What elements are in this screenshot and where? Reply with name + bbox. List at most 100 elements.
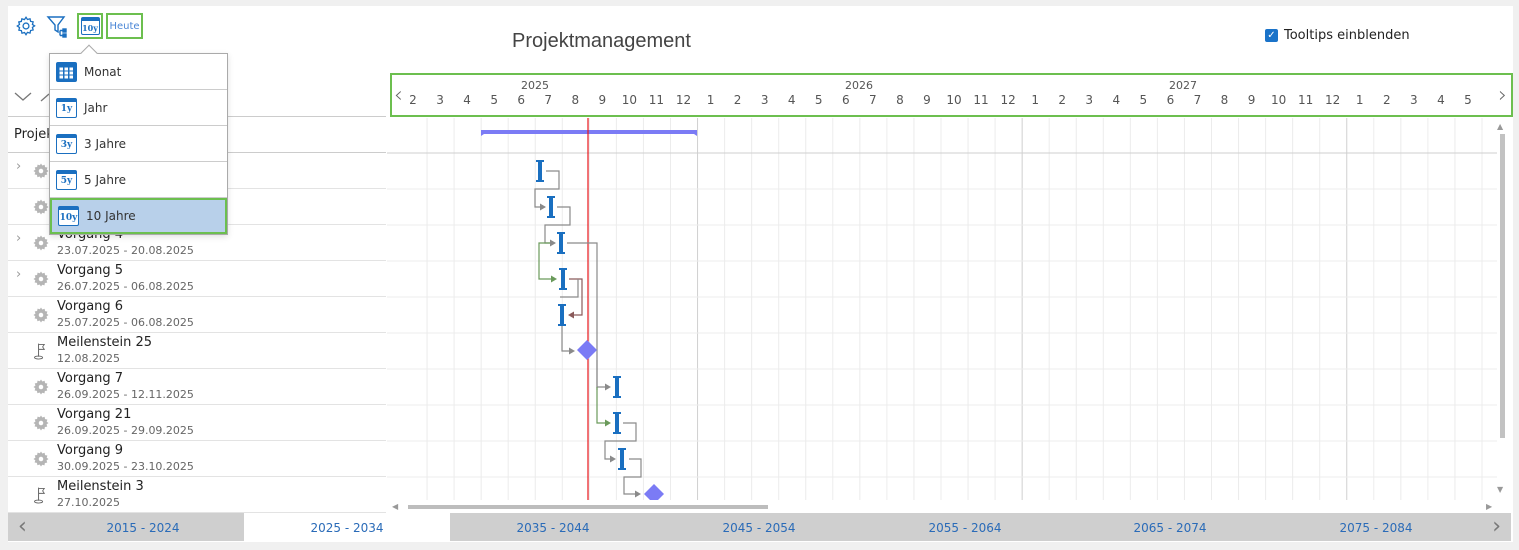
month-label: 10: [621, 93, 638, 107]
zoom-option-10-jahre[interactable]: 10y 10 Jahre: [50, 198, 227, 234]
scroll-left-button[interactable]: ◀: [392, 502, 399, 511]
zoom-option-jahr[interactable]: 1y Jahr: [50, 90, 227, 126]
scroll-up-button[interactable]: ▲: [1497, 122, 1504, 131]
month-label: 6: [1166, 93, 1175, 107]
decade-range-link[interactable]: 2075 - 2084: [1339, 521, 1413, 535]
month-label: 11: [648, 93, 665, 107]
month-label: 9: [598, 93, 607, 107]
decade-range-link[interactable]: 2015 - 2024: [106, 521, 180, 535]
settings-button[interactable]: [14, 14, 38, 38]
month-label: 12: [1325, 93, 1341, 107]
tooltips-label: Tooltips einblenden: [1284, 28, 1410, 43]
month-label: 8: [896, 93, 904, 107]
task-row[interactable]: Vorgang 21 26.09.2025 - 29.09.2025: [8, 405, 386, 441]
column-header-project: Projekt: [14, 127, 59, 142]
task-gear-icon: [33, 307, 49, 323]
calendar-month-icon: [56, 61, 77, 82]
timeline-next-button[interactable]: ›: [1498, 83, 1507, 108]
current-decade-highlight: [244, 513, 450, 541]
task-name: Vorgang 7: [57, 371, 124, 386]
month-label: 1: [1355, 93, 1364, 107]
gear-icon: [16, 16, 36, 36]
month-label: 3: [436, 93, 444, 107]
month-label: 10: [1270, 93, 1287, 107]
task-gear-icon: [33, 271, 49, 287]
month-label: 7: [869, 93, 877, 107]
zoom-option-label: Jahr: [84, 100, 108, 115]
task-row[interactable]: › Vorgang 5 26.07.2025 - 06.08.2025: [8, 261, 386, 297]
task-row[interactable]: Vorgang 9 30.09.2025 - 23.10.2025: [8, 441, 386, 477]
vertical-scrollbar-thumb[interactable]: [1500, 134, 1505, 438]
calendar-10y-icon: 10y: [80, 17, 100, 35]
task-name: Vorgang 5: [57, 263, 124, 278]
month-label: 7: [544, 93, 553, 107]
decade-next-button[interactable]: ›: [1492, 514, 1501, 539]
zoom-option-3-jahre[interactable]: 3y 3 Jahre: [50, 126, 227, 162]
chevron-up-icon: [40, 93, 50, 102]
task-row[interactable]: Meilenstein 3 27.10.2025: [8, 477, 386, 513]
task-name: Meilenstein 3: [57, 479, 144, 494]
decade-range-link[interactable]: 2035 - 2044: [516, 521, 590, 535]
task-gear-icon: [33, 415, 49, 431]
milestone-flag-icon: [34, 487, 46, 504]
task-name: Vorgang 21: [57, 407, 132, 422]
month-label: 4: [787, 93, 796, 107]
decade-prev-button[interactable]: ‹: [18, 514, 27, 539]
month-label: 11: [1298, 93, 1314, 107]
month-label: 4: [1112, 93, 1121, 107]
year-label: 2027: [1169, 79, 1197, 92]
zoom-option-label: 5 Jahre: [84, 172, 126, 187]
task-dates: 12.08.2025: [57, 352, 120, 365]
decade-range-link[interactable]: 2055 - 2064: [928, 521, 1002, 535]
zoom-level-button[interactable]: 10y: [77, 13, 103, 39]
zoom-level-label: 10y: [82, 22, 98, 33]
month-label: 3: [1085, 93, 1094, 107]
calendar-5y-icon: 5y: [56, 169, 77, 190]
collapse-all-button[interactable]: [14, 88, 32, 107]
month-label: 11: [973, 93, 989, 107]
horizontal-scrollbar-thumb[interactable]: [408, 505, 768, 509]
month-label: 8: [571, 93, 580, 107]
month-label: 5: [490, 93, 498, 107]
gantt-canvas: [387, 118, 1497, 500]
calendar-badge: 1y: [60, 104, 73, 114]
expand-chevron-icon[interactable]: ›: [16, 231, 22, 246]
tooltips-toggle[interactable]: ✓ Tooltips einblenden: [1265, 28, 1410, 43]
calendar-1y-icon: 1y: [56, 97, 77, 118]
month-label: 5: [814, 93, 823, 107]
today-button[interactable]: Heute: [106, 13, 143, 39]
calendar-badge: 5y: [60, 176, 73, 186]
decade-range-link[interactable]: 2065 - 2074: [1133, 521, 1207, 535]
month-label: 9: [1247, 93, 1256, 107]
month-label: 7: [1193, 93, 1202, 107]
timeline-prev-button[interactable]: ‹: [394, 83, 403, 108]
zoom-option-monat[interactable]: Monat: [50, 54, 227, 90]
month-label: 6: [841, 93, 850, 107]
scroll-down-button[interactable]: ▼: [1497, 485, 1504, 494]
task-row[interactable]: Vorgang 7 26.09.2025 - 12.11.2025: [8, 369, 386, 405]
filter-button[interactable]: [46, 14, 70, 38]
decade-range-link[interactable]: 2045 - 2054: [722, 521, 796, 535]
task-gear-icon: [33, 163, 49, 179]
zoom-option-5-jahre[interactable]: 5y 5 Jahre: [50, 162, 227, 198]
tooltips-checkbox[interactable]: ✓: [1265, 29, 1278, 42]
chevron-down-icon: [14, 92, 32, 101]
task-row[interactable]: Meilenstein 25 12.08.2025: [8, 333, 386, 369]
zoom-option-label: Monat: [84, 64, 122, 79]
decade-range-link[interactable]: 2025 - 2034: [310, 521, 384, 535]
task-dates: 30.09.2025 - 23.10.2025: [57, 460, 194, 473]
task-gear-icon: [33, 199, 49, 215]
month-label: 5: [1139, 93, 1148, 107]
scroll-right-button[interactable]: ▶: [1486, 502, 1493, 511]
month-label: 10: [946, 93, 962, 107]
expand-all-button[interactable]: [40, 88, 50, 107]
timeline-header: ‹ 2025 2026 2027 2 3 4 5 6 7 8 9 10 11 12 1 2 3 4 5 6 7 8 9 10…: [390, 73, 1513, 117]
calendar-10y-icon: 10y: [58, 206, 79, 226]
decade-navigator: ‹ 2015 - 2024 2025 - 2034 2035 - 2044 2045 …: [8, 513, 1511, 541]
filter-tree-icon: [46, 16, 67, 38]
expand-chevron-icon[interactable]: ›: [16, 159, 22, 174]
task-row[interactable]: Vorgang 6 25.07.2025 - 06.08.2025: [8, 297, 386, 333]
calendar-3y-icon: 3y: [56, 133, 77, 154]
expand-chevron-icon[interactable]: ›: [16, 267, 22, 282]
task-gear-icon: [33, 379, 49, 395]
